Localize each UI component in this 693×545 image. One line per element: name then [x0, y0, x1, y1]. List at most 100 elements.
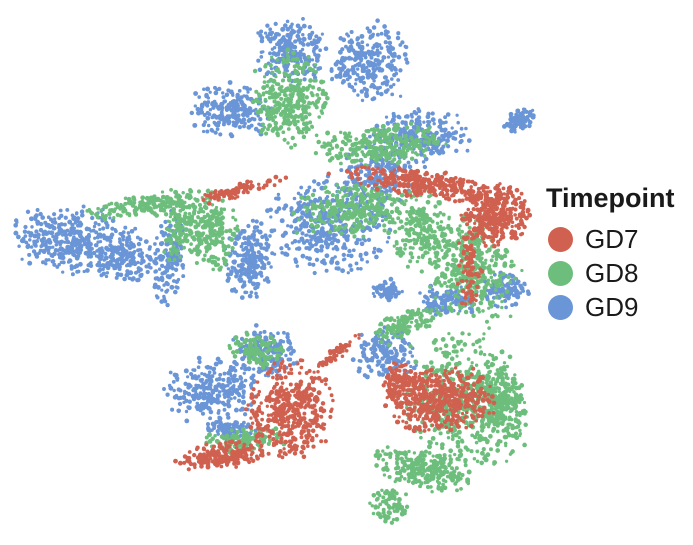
point-gd9 [320, 239, 324, 243]
point-gd9 [84, 226, 90, 232]
point-gd8 [307, 105, 311, 109]
point-gd9 [391, 58, 396, 63]
point-gd9 [379, 365, 384, 369]
point-gd8 [384, 192, 389, 197]
point-gd9 [283, 230, 288, 236]
point-gd9 [384, 89, 389, 94]
point-gd9 [324, 237, 329, 241]
point-gd9 [69, 264, 74, 269]
point-gd8 [411, 246, 415, 250]
point-gd9 [282, 65, 287, 69]
point-gd9 [99, 273, 104, 278]
point-gd9 [44, 258, 49, 263]
point-gd8 [304, 130, 309, 134]
point-gd9 [49, 230, 55, 236]
point-gd9 [262, 329, 267, 334]
point-gd9 [243, 240, 248, 246]
point-gd9 [193, 104, 197, 108]
point-gd8 [440, 248, 444, 252]
point-gd9 [268, 207, 273, 212]
point-gd9 [320, 32, 324, 36]
point-gd8 [340, 139, 346, 145]
point-gd9 [380, 285, 385, 291]
point-gd9 [54, 243, 59, 247]
point-gd9 [312, 179, 317, 184]
point-gd9 [241, 117, 247, 123]
point-gd9 [256, 250, 261, 255]
point-gd9 [360, 98, 365, 103]
point-gd9 [312, 270, 317, 276]
point-gd8 [335, 182, 340, 187]
point-gd9 [138, 273, 144, 279]
point-gd8 [344, 224, 348, 229]
point-gd9 [386, 121, 390, 126]
point-gd8 [220, 198, 225, 203]
point-gd9 [115, 271, 120, 277]
point-gd9 [197, 359, 202, 365]
point-gd9 [125, 264, 129, 268]
point-gd9 [430, 111, 435, 116]
point-gd9 [86, 253, 90, 257]
point-gd9 [173, 289, 178, 295]
point-gd8 [433, 204, 438, 209]
point-gd9 [61, 233, 65, 237]
point-gd8 [295, 101, 300, 107]
point-gd9 [402, 129, 407, 134]
point-gd8 [261, 122, 265, 127]
point-gd9 [340, 268, 346, 274]
point-gd9 [309, 40, 314, 45]
point-gd9 [445, 112, 451, 117]
point-gd8 [291, 57, 296, 62]
point-gd9 [283, 54, 288, 59]
point-gd9 [202, 385, 207, 390]
point-gd9 [518, 283, 523, 289]
point-gd9 [280, 26, 286, 32]
point-gd9 [26, 243, 31, 247]
point-gd8 [338, 130, 343, 135]
point-gd9 [79, 243, 83, 247]
point-gd9 [62, 229, 68, 235]
point-gd8 [383, 128, 389, 134]
point-gd9 [292, 238, 298, 244]
point-gd9 [249, 290, 254, 295]
point-gd9 [38, 221, 44, 227]
point-gd9 [63, 215, 68, 220]
point-gd8 [194, 260, 199, 266]
point-gd9 [205, 103, 210, 108]
point-gd8 [383, 216, 389, 222]
point-gd9 [180, 262, 186, 268]
point-gd8 [123, 196, 128, 201]
point-gd9 [300, 237, 305, 242]
point-gd9 [41, 260, 45, 265]
point-gd9 [356, 93, 360, 97]
point-gd9 [135, 270, 139, 274]
point-gd8 [304, 110, 309, 115]
point-gd9 [124, 256, 129, 262]
point-gd9 [220, 422, 225, 428]
point-gd9 [163, 219, 168, 225]
point-gd9 [205, 373, 210, 379]
point-gd9 [242, 271, 247, 276]
point-gd9 [13, 222, 19, 228]
point-gd8 [394, 239, 399, 244]
point-gd8 [281, 121, 286, 126]
point-gd9 [274, 209, 279, 214]
point-gd9 [429, 294, 433, 299]
point-gd9 [244, 290, 249, 295]
point-gd8 [282, 137, 287, 142]
point-gd8 [296, 129, 302, 135]
point-gd8 [289, 86, 295, 91]
point-gd9 [210, 428, 214, 432]
point-gd9 [108, 243, 113, 248]
point-gd8 [275, 58, 280, 62]
point-gd8 [397, 226, 402, 231]
point-gd9 [71, 252, 76, 257]
point-gd9 [285, 252, 290, 257]
point-gd9 [338, 36, 343, 41]
point-gd9 [257, 122, 261, 126]
point-gd8 [312, 78, 317, 83]
point-gd9 [269, 66, 274, 71]
point-gd8 [281, 130, 286, 135]
point-gd9 [57, 216, 62, 221]
